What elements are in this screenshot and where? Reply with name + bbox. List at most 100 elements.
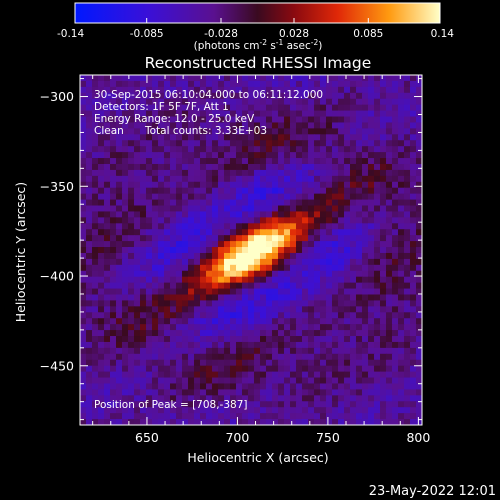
heatmap-cell [194, 407, 201, 414]
heatmap-cell [236, 276, 243, 284]
heatmap-cell [368, 330, 375, 337]
heatmap-cell [188, 419, 195, 425]
heatmap-cell [152, 98, 159, 106]
heatmap-cell [350, 122, 357, 129]
heatmap-cell [110, 264, 117, 272]
heatmap-cell [410, 312, 417, 319]
heatmap-cell [302, 205, 309, 213]
heatmap-cell [308, 401, 315, 408]
heatmap-cell [80, 86, 87, 94]
heatmap-cell [398, 258, 405, 266]
heatmap-cell [290, 181, 297, 189]
heatmap-cell [86, 276, 93, 284]
heatmap-cell [398, 365, 405, 373]
heatmap-cell [128, 413, 135, 420]
heatmap-cell [410, 324, 417, 331]
heatmap-cell [200, 365, 207, 373]
heatmap-cell [194, 146, 201, 153]
heatmap-cell [104, 146, 111, 153]
heatmap-cell [134, 377, 141, 385]
heatmap-cell [308, 341, 315, 349]
heatmap-cell [182, 116, 189, 124]
heatmap-cell [110, 241, 117, 248]
heatmap-cell [368, 258, 375, 266]
heatmap-cell [188, 211, 195, 218]
heatmap-cell [332, 252, 339, 260]
heatmap-cell [176, 110, 183, 118]
heatmap-cell [410, 258, 417, 266]
heatmap-cell [242, 163, 249, 171]
heatmap-cell [344, 128, 351, 135]
heatmap-cell [164, 288, 171, 296]
heatmap-cell [338, 116, 345, 124]
heatmap-cell [242, 353, 249, 361]
heatmap-cell [326, 347, 333, 355]
annotation-energy: Energy Range: 12.0 - 25.0 keV [94, 113, 255, 125]
heatmap-cell [236, 187, 243, 195]
heatmap-cell [122, 110, 129, 118]
heatmap-cell [368, 324, 375, 331]
heatmap-cell [332, 193, 339, 201]
heatmap-cell [134, 419, 141, 425]
heatmap-cell [386, 169, 393, 177]
heatmap-cell [296, 146, 303, 153]
heatmap-cell [350, 75, 357, 82]
heatmap-cell [392, 294, 399, 302]
heatmap-cell [284, 181, 291, 189]
heatmap-cell [380, 175, 387, 183]
heatmap-cell [122, 282, 129, 290]
heatmap-cell [170, 401, 177, 408]
heatmap-cell [152, 146, 159, 153]
heatmap-cell [332, 270, 339, 278]
heatmap-cell [128, 241, 135, 248]
heatmap-cell [146, 205, 153, 213]
heatmap-cell [320, 163, 327, 171]
heatmap-cell [380, 98, 387, 106]
heatmap-cell [272, 169, 279, 177]
heatmap-cell [80, 229, 87, 236]
heatmap-cell [98, 247, 105, 254]
heatmap-cell [242, 217, 249, 224]
heatmap-cell [338, 163, 345, 171]
heatmap-cell [98, 383, 105, 390]
heatmap-cell [386, 241, 393, 248]
heatmap-cell [86, 306, 93, 313]
heatmap-cell [350, 158, 357, 165]
heatmap-cell [410, 98, 417, 106]
heatmap-cell [92, 241, 99, 248]
heatmap-cell [206, 347, 213, 355]
heatmap-cell [110, 140, 117, 147]
heatmap-cell [380, 75, 387, 82]
heatmap-cell [290, 152, 297, 159]
heatmap-cell [86, 128, 93, 135]
heatmap-cell [248, 211, 255, 218]
heatmap-cell [212, 146, 219, 153]
heatmap-cell [320, 401, 327, 408]
heatmap-cell [86, 140, 93, 147]
heatmap-cell [116, 217, 123, 224]
heatmap-cell [224, 300, 231, 307]
heatmap-cell [254, 223, 261, 230]
heatmap-cell [326, 312, 333, 319]
heatmap-cell [320, 294, 327, 302]
heatmap-cell [224, 229, 231, 236]
heatmap-cell [134, 270, 141, 278]
heatmap-cell [80, 211, 87, 218]
heatmap-cell [164, 169, 171, 177]
heatmap-cell [308, 353, 315, 361]
heatmap-cell [344, 140, 351, 147]
heatmap-cell [194, 359, 201, 367]
heatmap-cell [206, 330, 213, 337]
heatmap-cell [278, 353, 285, 361]
heatmap-cell [152, 229, 159, 236]
heatmap-cell [98, 193, 105, 201]
heatmap-cell [350, 169, 357, 177]
heatmap-cell [284, 324, 291, 331]
heatmap-cell [188, 110, 195, 118]
heatmap-cell [368, 359, 375, 367]
heatmap-cell [368, 353, 375, 361]
heatmap-cell [230, 128, 237, 135]
heatmap-cell [158, 134, 165, 141]
heatmap-cell [86, 80, 93, 88]
heatmap-cell [134, 247, 141, 254]
